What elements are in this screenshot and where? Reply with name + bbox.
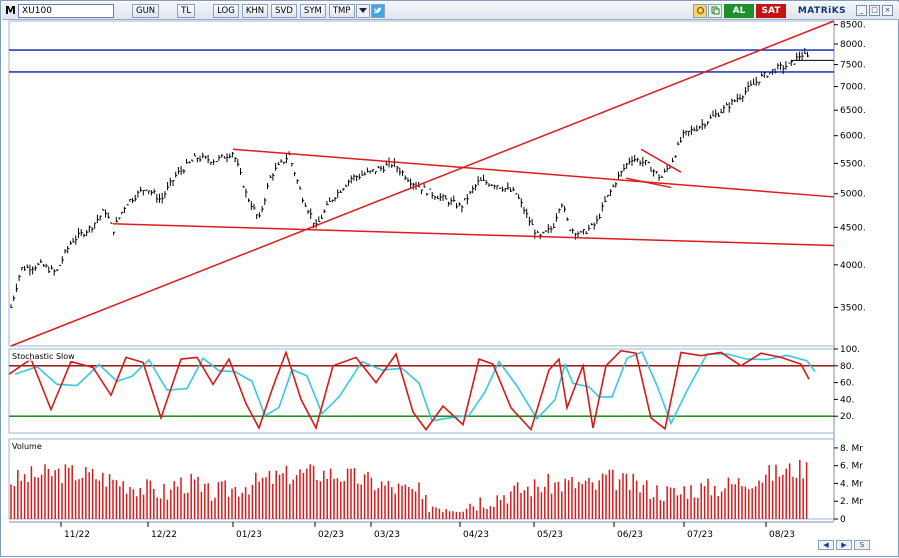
x-tick-label: 03/23	[374, 530, 400, 540]
stoch-tick-label: 40.	[840, 395, 854, 405]
minimize-icon[interactable]: _	[856, 5, 867, 16]
trendline	[625, 177, 672, 189]
x-tick-label: 01/23	[236, 530, 262, 540]
vol-tick-label: 8. Mr	[840, 444, 863, 454]
matriks-brand-label: MATRiKS	[797, 5, 847, 16]
currency-tl-button[interactable]: TL	[177, 3, 196, 18]
price-tick-label: 8500.	[840, 21, 866, 31]
price-tick-label: 4000.	[840, 261, 866, 271]
price-tick-label: 3500.	[840, 303, 866, 313]
price-tick-label: 8000.	[840, 40, 866, 50]
zoom-icon[interactable]: S	[854, 540, 870, 550]
stoch-tick-label: 20.	[840, 412, 854, 422]
stoch-tick-label: 100.	[840, 345, 860, 355]
price-tick-label: 6000.	[840, 132, 866, 142]
price-tick-label: 6500.	[840, 106, 866, 116]
x-tick-label: 08/23	[769, 530, 795, 540]
x-tick-label: 02/23	[318, 530, 344, 540]
stoch-k-line	[8, 349, 810, 432]
menu-m-label[interactable]: M	[5, 3, 16, 17]
maximize-icon[interactable]: □	[869, 5, 880, 16]
scroll-nav: ◀ ▶ S	[816, 540, 870, 550]
price-tick-label: 5500.	[840, 159, 866, 169]
close-icon[interactable]: ×	[882, 5, 893, 16]
dropdown-arrow-icon[interactable]	[355, 3, 370, 18]
x-tick-label: 04/23	[463, 530, 489, 540]
price-tick-label: 7000.	[840, 83, 866, 93]
khn-button[interactable]: KHN	[241, 3, 269, 18]
refresh-icon[interactable]	[693, 3, 707, 18]
period-gun-button[interactable]: GUN	[132, 3, 160, 18]
price-tick-label: 7500.	[840, 61, 866, 71]
x-tick-label: 05/23	[537, 530, 563, 540]
buy-al-button[interactable]: AL	[724, 3, 754, 18]
trendline	[10, 20, 835, 347]
price-tick-label: 4500.	[840, 223, 866, 233]
sym-button[interactable]: SYM	[299, 3, 326, 18]
vol-tick-label: 6. Mr	[840, 462, 863, 472]
price-tick-label: 5000.	[840, 190, 866, 200]
vol-tick-label: 4. Mr	[840, 479, 863, 489]
x-tick-label: 06/23	[617, 530, 643, 540]
x-tick-label: 12/22	[151, 530, 177, 540]
x-tick-label: 11/22	[64, 530, 90, 540]
stochastic-title: Stochastic Slow	[12, 352, 75, 361]
stoch-tick-label: 80.	[840, 362, 854, 372]
stoch-tick-label: 60.	[840, 379, 854, 389]
scroll-right-icon[interactable]: ▶	[836, 540, 852, 550]
vol-tick-label: 2. Mr	[840, 497, 863, 507]
trendline	[112, 223, 835, 247]
symbol-input[interactable]: XU100	[18, 3, 114, 18]
copy-icon[interactable]	[708, 3, 722, 18]
vol-tick-label: 0	[840, 515, 846, 525]
twitter-bird-icon[interactable]	[370, 3, 385, 18]
chart-toolbar: M XU100 GUN TL LOG KHN SVD SYM TMP AL SA…	[2, 2, 899, 20]
x-tick-label: 07/23	[687, 530, 713, 540]
trendline	[232, 148, 835, 198]
log-scale-button[interactable]: LOG	[213, 3, 239, 18]
scroll-left-icon[interactable]: ◀	[818, 540, 834, 550]
sell-sat-button[interactable]: SAT	[756, 3, 786, 18]
volume-title: Volume	[12, 442, 42, 451]
trendline	[640, 148, 682, 173]
tmp-button[interactable]: TMP	[328, 3, 355, 18]
svd-button[interactable]: SVD	[271, 3, 297, 18]
